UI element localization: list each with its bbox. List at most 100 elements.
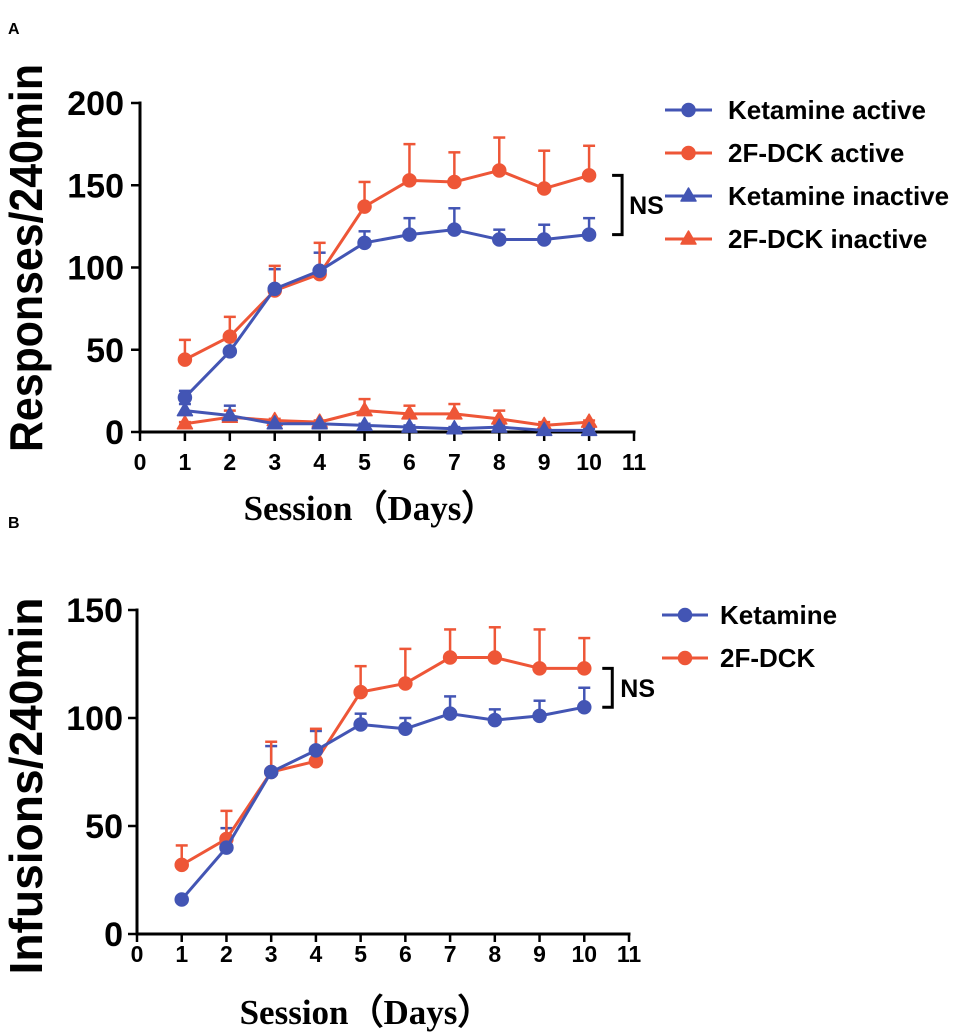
ketamine-point-9 <box>532 708 547 724</box>
x-tick-label: 8 <box>493 449 506 475</box>
legend-marker <box>680 187 697 202</box>
2f-dck-active-point-8 <box>492 163 507 178</box>
significance-bracket <box>602 666 614 709</box>
legend: Ketamine active 2F-DCK active Ketamine ina… <box>665 95 949 254</box>
legend-label: 2F-DCK <box>720 643 816 673</box>
y-tick-label: 200 <box>67 85 124 123</box>
legend-item-ketamine-inactive: Ketamine inactive <box>665 181 949 211</box>
y-tick-label: 0 <box>105 414 124 452</box>
2f-dck-active-point-5 <box>357 199 372 214</box>
significance-label: NS <box>620 675 655 703</box>
series-ketamine-active <box>177 222 597 405</box>
ketamine-line <box>180 705 585 901</box>
panel-a: A Responses/240min Session（Days） 0 1 2 3 4 5 6… <box>0 21 949 528</box>
ketamine-active-point-7 <box>447 222 462 237</box>
axes: 0 1 2 3 4 5 6 7 8 9 10 11 0 50 100 150 200 <box>67 85 646 475</box>
significance-label: NS <box>629 192 664 220</box>
ketamine-point-7 <box>442 706 458 721</box>
x-tick-label: 2 <box>220 941 233 967</box>
significance-annotation: NS <box>602 666 655 709</box>
x-tick-label: 1 <box>179 449 192 475</box>
x-tick-label: 6 <box>403 449 416 475</box>
legend-label: 2F-DCK active <box>728 138 904 168</box>
ketamine-inactive-point-7 <box>446 419 463 435</box>
ketamine-active-point-8 <box>492 232 507 247</box>
2f-dck-active-point-6 <box>402 173 417 188</box>
ketamine-inactive-point-9 <box>535 421 553 437</box>
legend-marker <box>677 650 693 666</box>
ketamine-active-point-9 <box>536 232 552 247</box>
2f-dck-active-point-7 <box>447 174 462 190</box>
ketamine-active-point-5 <box>357 235 372 251</box>
ketamine-active-point-3 <box>267 281 282 297</box>
2f-dck-point-6 <box>398 676 413 691</box>
legend-marker <box>677 607 693 623</box>
legend-item-2f-dck-active: 2F-DCK active <box>665 138 904 168</box>
y-axis-title: Infusions/240min <box>0 598 52 975</box>
significance-annotation: NS <box>612 173 664 237</box>
x-tick-label: 2 <box>223 449 236 475</box>
2f-dck-point-5 <box>353 684 368 700</box>
ketamine-active-point-6 <box>402 227 417 242</box>
legend-label: Ketamine <box>720 600 837 630</box>
plot-area <box>176 136 598 437</box>
legend-item-2f-dck: 2F-DCK <box>662 643 816 673</box>
x-tick-label: 7 <box>444 941 457 967</box>
y-tick-label: 50 <box>86 332 124 370</box>
ketamine-active-point-1 <box>177 390 193 405</box>
x-tick-label: 0 <box>131 941 144 967</box>
2f-dck-line <box>180 656 585 867</box>
ketamine-inactive-point-6 <box>401 418 418 433</box>
x-tick-label: 11 <box>617 941 642 967</box>
legend-item-ketamine: Ketamine <box>662 600 837 630</box>
ketamine-active-line <box>183 228 590 399</box>
ketamine-point-10 <box>577 699 592 715</box>
2f-dck-point-10 <box>577 661 592 676</box>
x-tick-label: 10 <box>571 941 597 967</box>
panel-label: B <box>8 515 20 532</box>
y-tick-label: 100 <box>67 250 124 288</box>
y-tick-label: 50 <box>85 808 123 846</box>
legend-label: Ketamine active <box>728 95 926 125</box>
x-tick-label: 0 <box>134 449 147 475</box>
x-tick-label: 11 <box>622 449 647 475</box>
ketamine-point-2 <box>219 840 234 855</box>
2f-dck-inactive-point-7 <box>446 405 463 420</box>
y-axis-title: Responses/240min <box>0 64 52 452</box>
x-axis-title: Session（Days） <box>240 993 493 1032</box>
plot-area <box>174 626 592 907</box>
significance-bracket <box>612 173 624 237</box>
x-tick-label: 5 <box>354 941 367 967</box>
ketamine-point-4 <box>308 743 324 758</box>
ketamine-point-3 <box>263 764 279 780</box>
2f-dck-point-1 <box>174 857 189 873</box>
y-tick-label: 150 <box>66 592 123 630</box>
x-tick-label: 10 <box>576 449 602 475</box>
x-tick-label: 6 <box>399 941 412 967</box>
series-ketamine-inactive <box>176 401 598 437</box>
ketamine-active-point-4 <box>312 263 327 279</box>
x-tick-label: 8 <box>488 941 501 967</box>
ketamine-point-8 <box>487 712 503 728</box>
legend-item-ketamine-active: Ketamine active <box>665 95 926 125</box>
legend-item-2f-dck-inactive: 2F-DCK inactive <box>665 224 927 254</box>
2f-dck-active-point-2 <box>222 329 238 344</box>
x-tick-label: 7 <box>448 449 461 475</box>
ketamine-inactive-point-10 <box>580 421 598 437</box>
y-tick-label: 150 <box>67 167 124 205</box>
2f-dck-inactive-point-1 <box>176 415 194 430</box>
2f-dck-active-line <box>184 168 590 361</box>
2f-dck-active-point-9 <box>536 181 552 196</box>
legend-marker <box>680 230 697 245</box>
ketamine-point-5 <box>353 717 368 732</box>
axes: 0 1 2 3 4 5 6 7 8 9 10 11 0 50 100 150 <box>66 592 641 967</box>
ketamine-active-point-2 <box>222 344 238 359</box>
x-tick-label: 3 <box>268 449 281 475</box>
y-tick-label: 100 <box>66 700 123 738</box>
ketamine-inactive-point-8 <box>491 418 508 433</box>
x-tick-label: 1 <box>175 941 188 967</box>
x-axis-title: Session（Days） <box>244 489 497 528</box>
y-tick-label: 0 <box>104 916 123 954</box>
2f-dck-inactive-point-5 <box>356 401 373 417</box>
